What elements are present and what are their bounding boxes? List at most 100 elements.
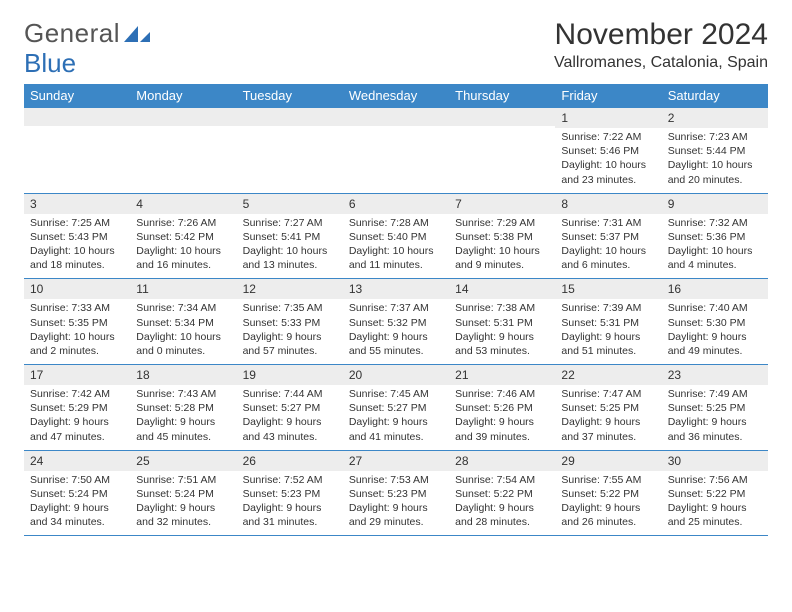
day-body: Sunrise: 7:38 AMSunset: 5:31 PMDaylight:…	[449, 299, 555, 364]
sunrise-text: Sunrise: 7:34 AM	[136, 301, 230, 315]
daylight-text: Daylight: 9 hours and 41 minutes.	[349, 415, 443, 443]
sunrise-text: Sunrise: 7:49 AM	[668, 387, 762, 401]
day-body: Sunrise: 7:22 AMSunset: 5:46 PMDaylight:…	[555, 128, 661, 193]
sunrise-text: Sunrise: 7:40 AM	[668, 301, 762, 315]
daylight-text: Daylight: 9 hours and 31 minutes.	[243, 501, 337, 529]
daylight-text: Daylight: 9 hours and 32 minutes.	[136, 501, 230, 529]
day-number: 17	[24, 365, 130, 385]
sunrise-text: Sunrise: 7:22 AM	[561, 130, 655, 144]
sunset-text: Sunset: 5:31 PM	[561, 316, 655, 330]
logo-word2: Blue	[24, 48, 76, 79]
sunrise-text: Sunrise: 7:32 AM	[668, 216, 762, 230]
daylight-text: Daylight: 9 hours and 36 minutes.	[668, 415, 762, 443]
sunset-text: Sunset: 5:42 PM	[136, 230, 230, 244]
sunrise-text: Sunrise: 7:31 AM	[561, 216, 655, 230]
day-header: Saturday	[662, 84, 768, 107]
day-body	[130, 126, 236, 182]
sunset-text: Sunset: 5:23 PM	[243, 487, 337, 501]
day-body: Sunrise: 7:46 AMSunset: 5:26 PMDaylight:…	[449, 385, 555, 450]
calendar-cell: 3Sunrise: 7:25 AMSunset: 5:43 PMDaylight…	[24, 194, 130, 279]
day-number: 9	[662, 194, 768, 214]
daylight-text: Daylight: 10 hours and 18 minutes.	[30, 244, 124, 272]
calendar-cell	[449, 108, 555, 193]
calendar-body: 1Sunrise: 7:22 AMSunset: 5:46 PMDaylight…	[24, 107, 768, 536]
day-number: 24	[24, 451, 130, 471]
month-title: November 2024	[554, 18, 768, 52]
daylight-text: Daylight: 10 hours and 13 minutes.	[243, 244, 337, 272]
sunset-text: Sunset: 5:36 PM	[668, 230, 762, 244]
calendar-cell: 17Sunrise: 7:42 AMSunset: 5:29 PMDayligh…	[24, 365, 130, 450]
calendar-cell	[24, 108, 130, 193]
logo-word1: General	[24, 18, 120, 49]
sunset-text: Sunset: 5:24 PM	[30, 487, 124, 501]
calendar-cell: 1Sunrise: 7:22 AMSunset: 5:46 PMDaylight…	[555, 108, 661, 193]
sunset-text: Sunset: 5:22 PM	[668, 487, 762, 501]
sunrise-text: Sunrise: 7:33 AM	[30, 301, 124, 315]
calendar-week: 10Sunrise: 7:33 AMSunset: 5:35 PMDayligh…	[24, 278, 768, 364]
calendar-cell: 21Sunrise: 7:46 AMSunset: 5:26 PMDayligh…	[449, 365, 555, 450]
sunset-text: Sunset: 5:44 PM	[668, 144, 762, 158]
calendar-cell: 10Sunrise: 7:33 AMSunset: 5:35 PMDayligh…	[24, 279, 130, 364]
day-body: Sunrise: 7:42 AMSunset: 5:29 PMDaylight:…	[24, 385, 130, 450]
day-number: 26	[237, 451, 343, 471]
calendar-cell: 15Sunrise: 7:39 AMSunset: 5:31 PMDayligh…	[555, 279, 661, 364]
logo-sail-icon	[124, 24, 152, 44]
day-body: Sunrise: 7:28 AMSunset: 5:40 PMDaylight:…	[343, 214, 449, 279]
day-number: 19	[237, 365, 343, 385]
day-body: Sunrise: 7:47 AMSunset: 5:25 PMDaylight:…	[555, 385, 661, 450]
day-number: 10	[24, 279, 130, 299]
day-body: Sunrise: 7:27 AMSunset: 5:41 PMDaylight:…	[237, 214, 343, 279]
day-number: 6	[343, 194, 449, 214]
day-body: Sunrise: 7:43 AMSunset: 5:28 PMDaylight:…	[130, 385, 236, 450]
sunrise-text: Sunrise: 7:35 AM	[243, 301, 337, 315]
calendar-cell	[343, 108, 449, 193]
day-body: Sunrise: 7:55 AMSunset: 5:22 PMDaylight:…	[555, 471, 661, 536]
daylight-text: Daylight: 10 hours and 16 minutes.	[136, 244, 230, 272]
sunrise-text: Sunrise: 7:38 AM	[455, 301, 549, 315]
sunset-text: Sunset: 5:25 PM	[668, 401, 762, 415]
day-number	[449, 108, 555, 126]
calendar-cell: 13Sunrise: 7:37 AMSunset: 5:32 PMDayligh…	[343, 279, 449, 364]
sunset-text: Sunset: 5:40 PM	[349, 230, 443, 244]
sunrise-text: Sunrise: 7:50 AM	[30, 473, 124, 487]
day-number: 2	[662, 108, 768, 128]
sunrise-text: Sunrise: 7:42 AM	[30, 387, 124, 401]
day-number: 28	[449, 451, 555, 471]
day-number: 3	[24, 194, 130, 214]
day-number: 30	[662, 451, 768, 471]
day-body	[343, 126, 449, 182]
sunrise-text: Sunrise: 7:43 AM	[136, 387, 230, 401]
location: Vallromanes, Catalonia, Spain	[554, 54, 768, 72]
day-body: Sunrise: 7:54 AMSunset: 5:22 PMDaylight:…	[449, 471, 555, 536]
daylight-text: Daylight: 10 hours and 9 minutes.	[455, 244, 549, 272]
sunrise-text: Sunrise: 7:26 AM	[136, 216, 230, 230]
day-number: 1	[555, 108, 661, 128]
day-number	[343, 108, 449, 126]
day-header: Friday	[555, 84, 661, 107]
sunset-text: Sunset: 5:26 PM	[455, 401, 549, 415]
day-body: Sunrise: 7:44 AMSunset: 5:27 PMDaylight:…	[237, 385, 343, 450]
sunrise-text: Sunrise: 7:56 AM	[668, 473, 762, 487]
day-number: 25	[130, 451, 236, 471]
daylight-text: Daylight: 10 hours and 11 minutes.	[349, 244, 443, 272]
day-number	[130, 108, 236, 126]
day-body	[449, 126, 555, 182]
calendar-cell: 24Sunrise: 7:50 AMSunset: 5:24 PMDayligh…	[24, 451, 130, 536]
day-body: Sunrise: 7:51 AMSunset: 5:24 PMDaylight:…	[130, 471, 236, 536]
calendar-cell: 25Sunrise: 7:51 AMSunset: 5:24 PMDayligh…	[130, 451, 236, 536]
day-body: Sunrise: 7:26 AMSunset: 5:42 PMDaylight:…	[130, 214, 236, 279]
sunrise-text: Sunrise: 7:28 AM	[349, 216, 443, 230]
sunrise-text: Sunrise: 7:27 AM	[243, 216, 337, 230]
day-number: 22	[555, 365, 661, 385]
daylight-text: Daylight: 9 hours and 43 minutes.	[243, 415, 337, 443]
calendar-cell: 4Sunrise: 7:26 AMSunset: 5:42 PMDaylight…	[130, 194, 236, 279]
daylight-text: Daylight: 10 hours and 4 minutes.	[668, 244, 762, 272]
sunset-text: Sunset: 5:34 PM	[136, 316, 230, 330]
calendar-cell: 27Sunrise: 7:53 AMSunset: 5:23 PMDayligh…	[343, 451, 449, 536]
calendar-cell	[237, 108, 343, 193]
calendar-cell: 22Sunrise: 7:47 AMSunset: 5:25 PMDayligh…	[555, 365, 661, 450]
day-header: Sunday	[24, 84, 130, 107]
sunrise-text: Sunrise: 7:54 AM	[455, 473, 549, 487]
day-body: Sunrise: 7:40 AMSunset: 5:30 PMDaylight:…	[662, 299, 768, 364]
sunset-text: Sunset: 5:29 PM	[30, 401, 124, 415]
